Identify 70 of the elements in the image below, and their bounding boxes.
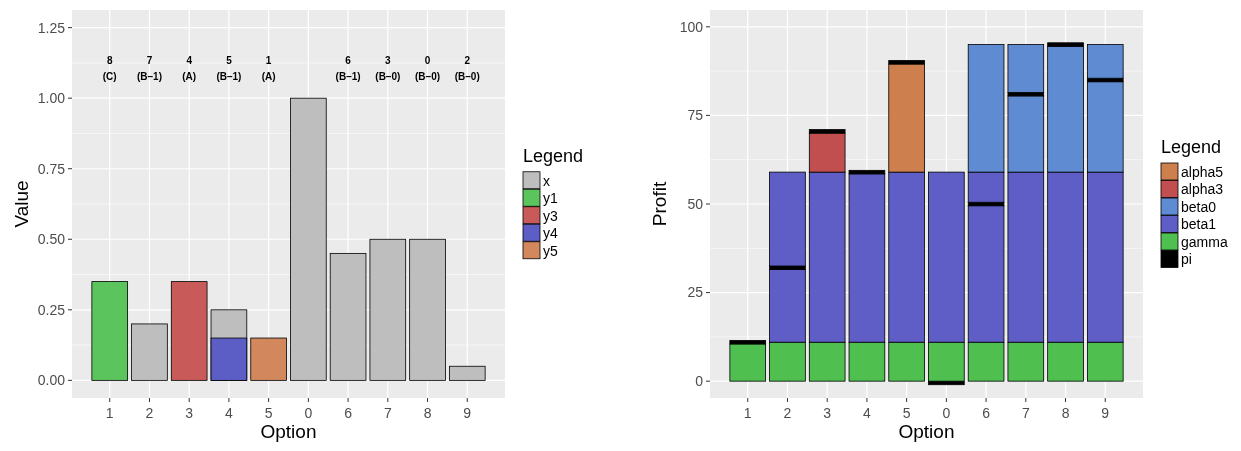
x-tick-label: 5	[264, 405, 273, 421]
annotation: 6 (B–1)	[335, 54, 361, 82]
x-tick-label: 9	[1101, 405, 1110, 421]
bar	[769, 171, 806, 267]
y-tick-label: 100	[679, 18, 704, 35]
bar	[729, 343, 767, 382]
bar	[369, 238, 407, 381]
x-tick-label: 4	[863, 405, 872, 421]
bar	[91, 281, 129, 381]
annotation: 1 (A)	[261, 54, 276, 82]
legend-label: y5	[543, 242, 558, 259]
legend-title: Legend	[523, 145, 584, 166]
bar	[250, 337, 287, 381]
y-tick-label: 0.25	[37, 301, 66, 318]
bar	[329, 252, 367, 381]
legend-label: alpha3	[1181, 181, 1224, 198]
annotation: 0 (B–0)	[415, 54, 441, 82]
bar	[1007, 44, 1045, 93]
legend-label: beta0	[1181, 198, 1217, 215]
y-tick-label: 1.25	[37, 19, 66, 36]
x-tick-label: 8	[423, 405, 432, 421]
x-tick-label: 7	[1021, 405, 1030, 421]
bar	[131, 323, 168, 381]
legend-label: x	[543, 172, 550, 189]
legend-label: gamma	[1181, 233, 1228, 250]
y-tick-label: 0	[695, 373, 704, 390]
x-tick-label: 6	[982, 405, 991, 421]
x-tick-label: 2	[783, 405, 792, 421]
y-tick-label: 0.75	[37, 160, 66, 177]
x-tick-label: 0	[942, 405, 951, 421]
legend-label: alpha5	[1181, 163, 1224, 180]
legend-label: y3	[543, 207, 558, 224]
annotation: 2 (B–0)	[454, 54, 480, 82]
x-tick-label: 1	[105, 405, 114, 421]
x-tick-label: 8	[1061, 405, 1070, 421]
legend-label: y4	[543, 225, 558, 242]
bar	[409, 238, 446, 381]
bar	[170, 281, 208, 381]
y-axis-title: Value	[11, 180, 32, 228]
y-tick-label: 0.50	[37, 231, 66, 248]
x-axis-title: Option	[898, 421, 955, 442]
annotation: 3 (B–0)	[375, 54, 401, 82]
legend-label: y1	[543, 190, 558, 207]
legend-label: beta1	[1181, 216, 1217, 233]
y-tick-label: 0.00	[37, 372, 66, 389]
y-tick-label: 75	[687, 107, 704, 124]
bar	[290, 97, 327, 381]
y-tick-label: 1.00	[37, 90, 66, 107]
x-axis-title: Option	[260, 421, 317, 442]
annotation: 4 (A)	[182, 54, 197, 82]
x-tick-label: 0	[304, 405, 313, 421]
y-tick-label: 50	[687, 195, 704, 212]
x-tick-label: 3	[185, 405, 194, 421]
legend-title: Legend	[1161, 137, 1222, 157]
legend-label: pi	[1181, 251, 1192, 268]
x-tick-label: 5	[902, 405, 911, 421]
y-tick-label: 25	[687, 284, 704, 301]
y-axis-title: Profit	[649, 181, 670, 227]
x-tick-label: 1	[743, 405, 752, 421]
x-tick-label: 9	[463, 405, 472, 421]
annotation: 7 (B–1)	[136, 54, 162, 82]
x-tick-label: 3	[823, 405, 832, 421]
x-tick-label: 4	[225, 405, 234, 421]
annotation: 5 (B–1)	[216, 54, 242, 82]
x-tick-label: 6	[344, 405, 353, 421]
bar	[1086, 44, 1124, 79]
bar	[448, 365, 486, 381]
x-tick-label: 7	[383, 405, 392, 421]
annotation: 8 (C)	[102, 54, 117, 82]
x-tick-label: 2	[145, 405, 154, 421]
